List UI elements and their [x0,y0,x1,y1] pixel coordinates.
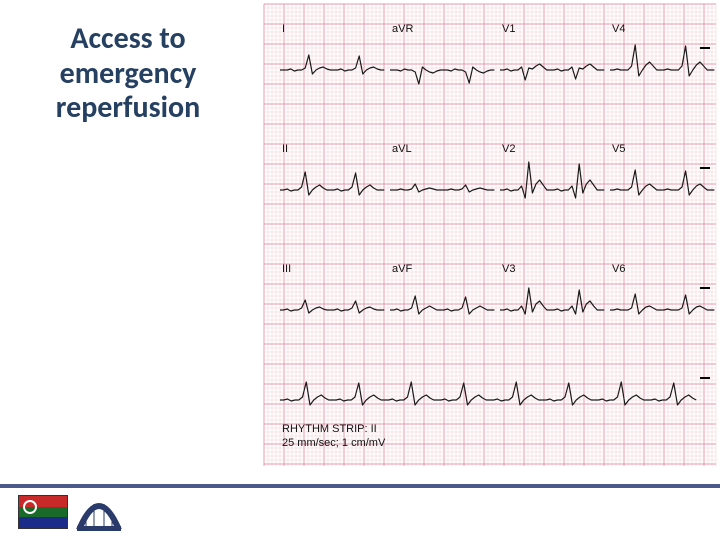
svg-text:aVF: aVF [392,263,412,275]
logo-flag-icon [18,495,68,529]
svg-text:I: I [282,23,285,35]
svg-text:V5: V5 [612,143,625,155]
logo-arch-icon [74,492,124,532]
slide-title: Access to emergency reperfusion [18,22,238,126]
svg-text:aVR: aVR [392,23,413,35]
svg-text:V3: V3 [502,263,515,275]
svg-text:II: II [282,143,288,155]
svg-text:V2: V2 [502,143,515,155]
svg-text:V6: V6 [612,263,625,275]
ecg-svg: IaVR V1 V4 II aVL V2 V5 III aVF V3 V6 RHYTHM STRIP:… [260,0,720,470]
svg-text:III: III [282,263,291,275]
svg-text:aVL: aVL [392,143,412,155]
footer-logos [18,490,168,534]
slide: { "title": "Access to emergency reperfus… [0,0,720,540]
svg-text:V4: V4 [612,23,625,35]
svg-text:RHYTHM STRIP: II: RHYTHM STRIP: II [282,423,377,435]
svg-text:25 mm/sec; 1 cm/mV: 25 mm/sec; 1 cm/mV [282,437,386,449]
footer-divider [0,484,720,488]
svg-text:V1: V1 [502,23,515,35]
ecg-chart: IaVR V1 V4 II aVL V2 V5 III aVF V3 V6 RHYTHM STRIP:… [260,0,720,470]
